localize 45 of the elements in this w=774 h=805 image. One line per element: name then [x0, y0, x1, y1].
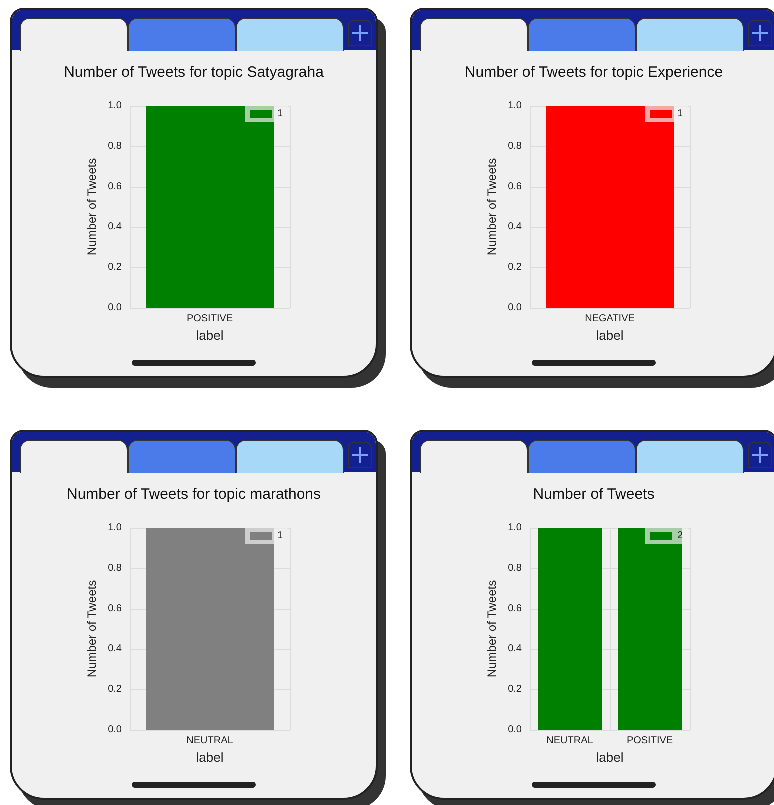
chart-title: Number of Tweets for topic Experience	[464, 64, 724, 81]
y-axis-title: Number of Tweets	[485, 580, 499, 678]
legend-label: 1	[277, 530, 284, 542]
y-tick-label: 0.6	[508, 603, 522, 614]
y-tick-label: 0.2	[108, 684, 122, 696]
y-tick-label: 0.0	[508, 302, 522, 314]
legend-label: 2	[677, 530, 684, 542]
x-tick-label: NEUTRAL	[546, 736, 594, 746]
legend-label: 1	[277, 108, 284, 120]
y-tick-label: 0.2	[108, 262, 122, 274]
y-tick-label: 0.2	[508, 684, 522, 696]
x-tick-label: NEUTRAL	[186, 736, 234, 746]
y-axis-title: Number of Tweets	[85, 158, 99, 256]
y-tick-label: 0.8	[508, 562, 522, 574]
y-tick-label: 0.6	[508, 181, 522, 192]
y-tick-label: 0.8	[508, 140, 522, 152]
x-tick-label: POSITIVE	[626, 736, 674, 746]
y-axis-title: Number of Tweets	[85, 580, 99, 678]
chart-title: Number of Tweets	[533, 486, 655, 503]
x-tick-label: POSITIVE	[186, 314, 234, 324]
legend-label: 1	[677, 108, 684, 120]
y-tick-label: 0.0	[108, 302, 122, 314]
y-tick-label: 0.8	[108, 140, 122, 152]
x-axis-title: label	[596, 750, 624, 765]
y-tick-label: 1.0	[508, 522, 522, 534]
y-tick-label: 0.0	[108, 724, 122, 736]
chart-title: Number of Tweets for topic Satyagraha	[64, 64, 325, 81]
y-axis-title: Number of Tweets	[485, 158, 499, 256]
x-axis-title: label	[196, 750, 224, 765]
x-axis-title: label	[596, 328, 624, 343]
y-tick-label: 0.6	[108, 603, 122, 614]
y-tick-label: 0.4	[108, 222, 122, 233]
x-axis-title: label	[196, 328, 224, 343]
chart-title: Number of Tweets for topic marathons	[66, 486, 322, 503]
y-tick-label: 0.0	[508, 724, 522, 736]
y-tick-label: 0.4	[108, 644, 122, 655]
y-tick-label: 1.0	[108, 100, 122, 112]
y-tick-label: 1.0	[508, 100, 522, 112]
y-tick-label: 0.8	[108, 562, 122, 574]
y-tick-label: 0.2	[508, 262, 522, 274]
y-tick-label: 0.6	[108, 181, 122, 192]
y-tick-label: 1.0	[108, 522, 122, 534]
x-tick-label: NEGATIVE	[585, 314, 636, 324]
y-tick-label: 0.4	[508, 644, 522, 655]
y-tick-label: 0.4	[508, 222, 522, 233]
